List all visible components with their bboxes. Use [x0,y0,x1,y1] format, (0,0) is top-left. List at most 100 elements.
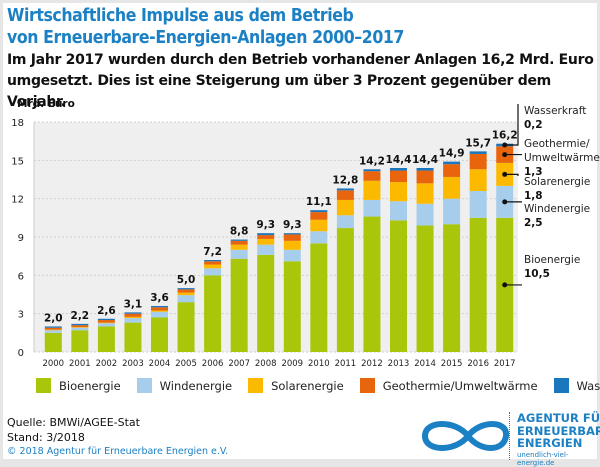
bar-segment [283,261,301,352]
logo-line-3: ENERGIEN [517,436,583,450]
bar-segment [257,233,275,236]
x-tick-label: 2016 [467,359,489,369]
bar-segment [416,183,434,204]
bar-segment [336,228,354,352]
title-line-2: von Erneuerbare-Energien-Anlagen 2000–20… [7,28,404,48]
bar-segment [204,264,222,269]
annotation-value: 0,2 [524,119,543,131]
bar-segment [151,311,168,318]
legend-swatch [553,378,569,393]
bar-segment [71,330,89,352]
legend-item-geothermie: Geothermie/Umweltwärme [359,378,538,393]
bar-segment [151,307,168,311]
bar-segment [230,240,248,245]
title-line-1: Wirtschaftliche Impulse aus dem Betrieb [7,6,354,26]
bar-segment [97,326,115,352]
y-tick-label: 18 [11,118,24,129]
legend-label: Windenergie [159,378,233,393]
copyright-text: © 2018 Agentur für Erneuerbare Energien … [7,446,229,457]
bar-segment [336,215,354,229]
chart-title: Wirtschaftliche Impulse aus dem Betrieb … [7,5,404,49]
total-label: 12,8 [332,174,358,186]
legend-label: Geothermie/Umweltwärme [382,378,538,393]
bar-segment [257,254,275,352]
bar-segment [390,182,407,202]
bar-segment [310,210,328,213]
bar-segment [443,224,461,352]
x-tick-label: 2000 [42,359,64,369]
annotation-label: Windenergie [524,203,590,215]
source-text: Quelle: BMWi/AGEE-Stat [7,416,140,429]
bar-segment [124,322,142,352]
x-tick-label: 2002 [96,359,118,369]
bar-segment [363,216,381,352]
bar-segment [230,258,248,352]
x-tick-label: 2015 [441,359,463,369]
bar-segment [177,289,195,293]
bar-segment [151,310,168,312]
total-label: 2,6 [97,305,116,317]
bar-segment [363,171,381,181]
bar-segment [97,318,115,321]
bar-segment [390,220,407,352]
bar-segment [97,322,115,324]
total-label: 16,2 [492,130,518,142]
bar-segment [416,225,434,352]
bar-segment [257,244,275,255]
total-label: 2,2 [71,310,90,322]
bar-segment [257,238,275,245]
logo-line-1: AGENTUR FÜR [517,411,600,425]
bar-segment [283,233,301,235]
x-tick-label: 2006 [202,359,224,369]
bar-segment [44,330,62,333]
logo-url: unendlich-viel-energie.de [517,451,569,467]
total-label: 2,0 [44,312,63,324]
x-tick-label: 2017 [494,359,516,369]
logo-divider [509,412,510,460]
legend-label: Wasserkraft [576,378,600,393]
bar-segment [97,323,115,327]
annotation-label: Bioenergie [524,254,580,266]
y-tick-label: 0 [18,348,24,359]
legend-item-bioenergie: Bioenergie [36,378,121,393]
stand-text: Stand: 3/2018 [7,431,85,444]
bar-segment [283,249,301,262]
bar-segment [283,240,301,250]
bar-segment [257,235,275,239]
bar-segment [230,239,248,241]
x-tick-label: 2010 [308,359,330,369]
x-tick-label: 2004 [149,359,171,369]
bar-segment [363,199,381,217]
bar-segment [124,313,142,317]
bar-segment [443,164,461,177]
total-label: 5,0 [177,274,196,286]
x-tick-label: 2012 [361,359,383,369]
bar-segment [363,169,381,172]
annotation-label: Umweltwärme [524,152,600,164]
bar-segment [469,151,487,154]
x-tick-label: 2008 [255,359,277,369]
total-label: 14,9 [439,148,465,160]
legend-label: Solarenergie [271,378,344,393]
legend-swatch [248,378,264,393]
total-label: 15,7 [465,137,491,149]
legend-swatch [359,378,375,393]
bar-segment [336,199,354,216]
bar-segment [204,261,222,265]
bar-segment [283,234,301,241]
legend-swatch [136,378,152,393]
bar-segment [44,327,62,330]
bar-segment [443,198,461,225]
x-tick-label: 2014 [414,359,436,369]
bar-segment [71,327,89,331]
bar-segment [336,190,354,200]
y-tick-label: 3 [18,310,24,321]
bar-segment [71,325,89,328]
bar-segment [310,231,328,244]
legend-item-solarenergie: Solarenergie [248,378,344,393]
legend: Bioenergie Windenergie Solarenergie Geot… [36,378,600,393]
bar-segment [230,244,248,250]
y-tick-label: 9 [18,233,24,244]
total-label: 3,6 [150,292,169,304]
